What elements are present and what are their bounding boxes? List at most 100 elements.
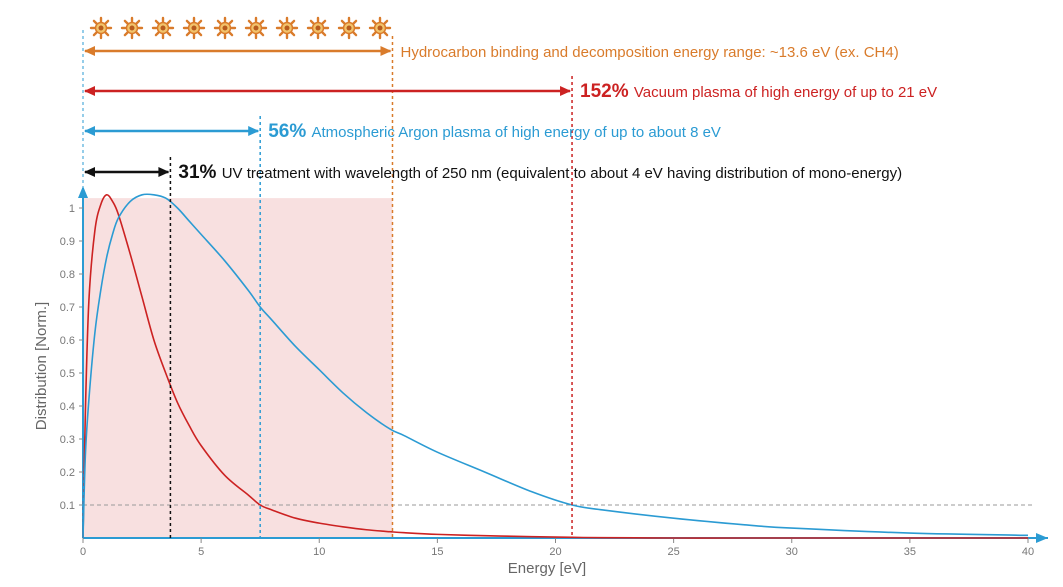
y-tick-label: 0.3: [60, 434, 75, 446]
sun-icon: [213, 16, 237, 40]
sun-icons-layer: [89, 16, 392, 40]
sun-icon: [182, 16, 206, 40]
hydrocarbon-description: Hydrocarbon binding and decomposition en…: [400, 44, 898, 61]
x-tick-label: 25: [668, 546, 680, 558]
y-tick-label: 0.1: [60, 500, 75, 512]
series-layer: [82, 193, 1029, 539]
sun-ray: [185, 31, 191, 37]
sun-ray: [104, 19, 110, 25]
y-tick-label: 0.6: [60, 335, 75, 347]
sun-icon: [275, 16, 299, 40]
y-tick-label: 0.5: [60, 368, 75, 380]
hydrocarbon-arrowhead-right: [380, 46, 392, 56]
sun-ray: [352, 31, 358, 37]
uv-arrowhead-left: [84, 167, 95, 177]
sun-ray: [166, 31, 172, 37]
sun-ray: [247, 19, 253, 25]
blue-distribution-curve: [82, 193, 1029, 539]
x-tick-label: 35: [904, 546, 916, 558]
sun-ray: [309, 31, 315, 37]
sun-ray: [352, 19, 358, 25]
uv-description: UV treatment with wavelength of 250 nm (…: [222, 165, 902, 182]
sun-ray: [259, 19, 265, 25]
argon-percentage: 56%: [268, 121, 311, 142]
shaded-energy-region: [83, 198, 393, 538]
vacuum-arrowhead-left: [84, 86, 95, 96]
sun-ray: [340, 31, 346, 37]
sun-ray: [228, 19, 234, 25]
x-tick-label: 10: [313, 546, 325, 558]
y-tick-label: 0.2: [60, 467, 75, 479]
hydrocarbon-arrowhead-left: [84, 46, 95, 56]
vacuum-percentage: 152%: [580, 81, 634, 102]
y-tick-label: 0.7: [60, 302, 75, 314]
sun-center: [346, 25, 352, 31]
sun-center: [160, 25, 166, 31]
sun-ray: [92, 31, 98, 37]
x-tick-label: 20: [549, 546, 561, 558]
sun-ray: [321, 31, 327, 37]
sun-icon: [244, 16, 268, 40]
sun-icon: [368, 16, 392, 40]
markers-layer: Hydrocarbon binding and decomposition en…: [82, 30, 937, 538]
sun-ray: [371, 31, 377, 37]
sun-ray: [166, 19, 172, 25]
sun-ray: [383, 19, 389, 25]
sun-ray: [290, 31, 296, 37]
uv-label: 31% UV treatment with wavelength of 250 …: [178, 162, 902, 183]
sun-ray: [228, 31, 234, 37]
uv-arrowhead-right: [158, 167, 170, 177]
sun-ray: [197, 31, 203, 37]
x-axis-label: Energy [eV]: [508, 560, 586, 577]
y-tick-label: 0.4: [60, 401, 75, 413]
vacuum-description: Vacuum plasma of high energy of up to 21…: [634, 84, 937, 101]
sun-ray: [278, 31, 284, 37]
sun-ray: [123, 31, 129, 37]
x-tick-label: 15: [431, 546, 443, 558]
sun-icon: [120, 16, 144, 40]
sun-ray: [104, 31, 110, 37]
sun-center: [98, 25, 104, 31]
sun-center: [129, 25, 135, 31]
sun-ray: [371, 19, 377, 25]
sun-ray: [259, 31, 265, 37]
sun-icon: [337, 16, 361, 40]
sun-ray: [92, 19, 98, 25]
sun-ray: [278, 19, 284, 25]
sun-icon: [89, 16, 113, 40]
sun-ray: [154, 31, 160, 37]
sun-center: [222, 25, 228, 31]
sun-ray: [135, 19, 141, 25]
sun-ray: [154, 19, 160, 25]
sun-ray: [383, 31, 389, 37]
sun-center: [253, 25, 259, 31]
sun-center: [284, 25, 290, 31]
sun-ray: [216, 19, 222, 25]
vacuum-label: 152% Vacuum plasma of high energy of up …: [580, 81, 937, 102]
hydrocarbon-label: Hydrocarbon binding and decomposition en…: [400, 44, 898, 61]
argon-description: Atmospheric Argon plasma of high energy …: [312, 124, 721, 141]
sun-ray: [185, 19, 191, 25]
vacuum-arrowhead-right: [560, 86, 572, 96]
y-tick-label: 0.8: [60, 269, 75, 281]
sun-ray: [216, 31, 222, 37]
sun-ray: [340, 19, 346, 25]
sun-ray: [247, 31, 253, 37]
uv-percentage: 31%: [178, 162, 221, 183]
sun-ray: [309, 19, 315, 25]
shaded-region-layer: [83, 198, 393, 538]
sun-icon: [306, 16, 330, 40]
sun-ray: [290, 19, 296, 25]
x-axis-arrow: [1036, 533, 1048, 543]
argon-arrowhead-left: [84, 126, 95, 136]
sun-ray: [197, 19, 203, 25]
x-tick-label: 40: [1022, 546, 1034, 558]
y-tick-label: 1: [69, 203, 75, 215]
y-axis-label: Distribution [Norm.]: [33, 302, 50, 430]
x-tick-label: 5: [198, 546, 204, 558]
argon-label: 56% Atmospheric Argon plasma of high ene…: [268, 121, 721, 142]
sun-center: [377, 25, 383, 31]
y-tick-label: 0.9: [60, 236, 75, 248]
